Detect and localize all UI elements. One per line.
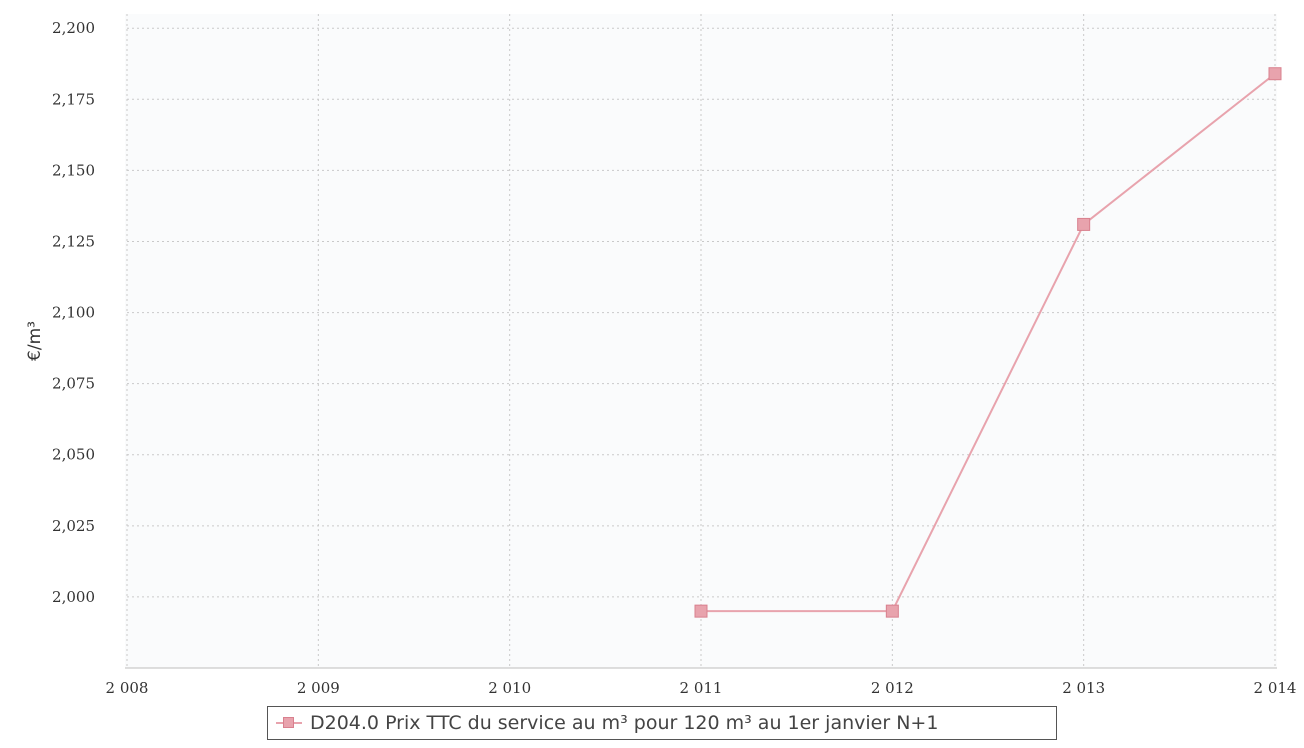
data-point-marker (694, 604, 708, 618)
y-axis-ticks: 2,000 2,025 2,050 2,075 2,100 2,125 2,150 2,175… (52, 19, 95, 606)
series-line (701, 72, 1276, 613)
x-axis-ticks: 2 008 2 009 2 010 2 011 2 012 2 013 2 014 (106, 679, 1297, 697)
y-tick-label: 2,200 (52, 19, 95, 37)
legend-series-swatch (276, 716, 302, 730)
y-tick-label: 2,150 (52, 161, 95, 179)
x-tick-label: 2 009 (297, 679, 340, 697)
x-tick-label: 2 008 (106, 679, 149, 697)
y-tick-label: 2,050 (52, 446, 95, 464)
y-tick-label: 2,100 (52, 304, 95, 322)
data-point-marker (1077, 217, 1091, 231)
y-tick-label: 2,000 (52, 588, 95, 606)
x-tick-label: 2 010 (488, 679, 531, 697)
y-axis-label: €/m³ (25, 321, 45, 361)
y-tick-label: 2,075 (52, 375, 95, 393)
legend: D204.0 Prix TTC du service au m³ pour 12… (267, 706, 1057, 740)
y-tick-label: 2,025 (52, 517, 95, 535)
grid-lines (125, 14, 1277, 669)
y-tick-label: 2,125 (52, 232, 95, 250)
x-tick-label: 2 014 (1254, 679, 1297, 697)
square-marker-icon (283, 717, 294, 728)
data-point-marker (1268, 67, 1282, 81)
x-tick-label: 2 011 (680, 679, 723, 697)
y-tick-label: 2,175 (52, 90, 95, 108)
x-tick-label: 2 012 (871, 679, 914, 697)
legend-series-label: D204.0 Prix TTC du service au m³ pour 12… (310, 712, 939, 734)
data-point-marker (885, 604, 899, 618)
x-tick-label: 2 013 (1062, 679, 1105, 697)
series-layer (694, 67, 1282, 618)
